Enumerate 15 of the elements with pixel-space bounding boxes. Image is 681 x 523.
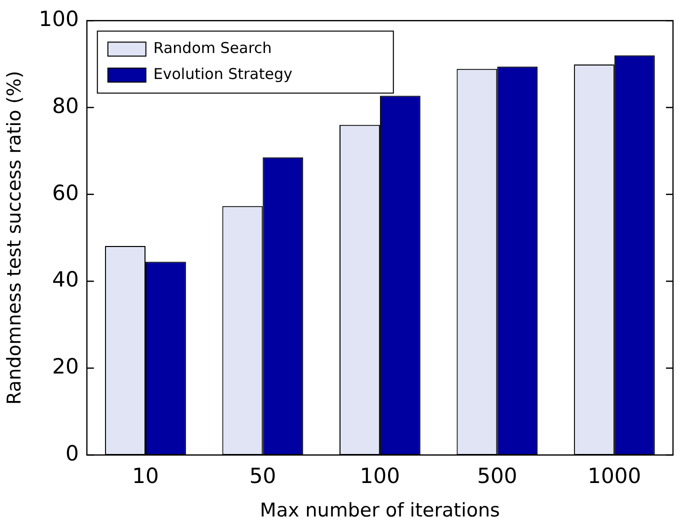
y-axis-title: Randomness test success ratio (%) (3, 70, 26, 405)
legend-label: Evolution Strategy (153, 64, 292, 83)
y-tick-label: 40 (52, 268, 79, 292)
x-tick-label: 500 (477, 464, 518, 488)
y-tick-label: 100 (38, 7, 79, 32)
x-tick-label: 100 (360, 464, 400, 488)
x-axis-title: Max number of iterations (260, 500, 500, 522)
y-tick-label: 80 (52, 94, 79, 118)
y-tick-label: 60 (52, 180, 79, 205)
x-tick-label: 50 (249, 464, 276, 488)
x-tick-label: 10 (132, 464, 159, 488)
x-tick-label: 1000 (588, 464, 642, 488)
y-tick-label: 0 (66, 441, 79, 466)
legend-label: Random Search (153, 38, 272, 57)
y-tick-label: 20 (52, 354, 79, 379)
